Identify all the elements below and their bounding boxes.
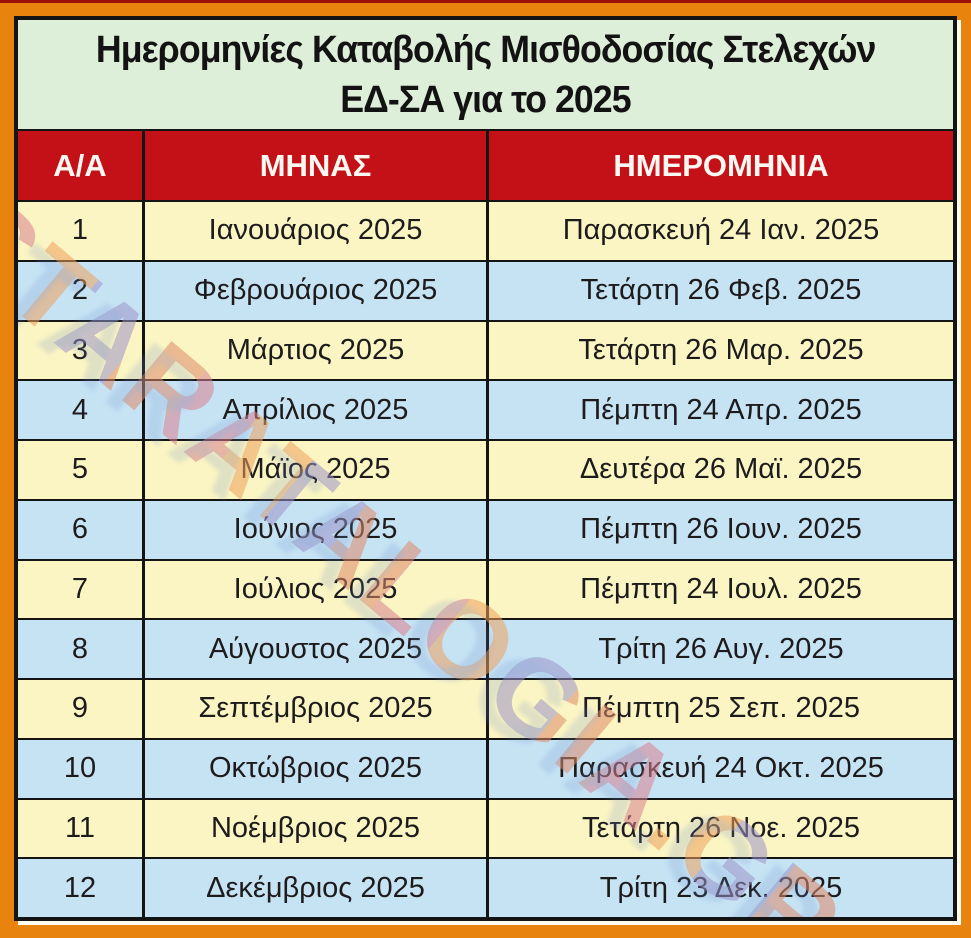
table-row: 2 Φεβρουάριος 2025 Τετάρτη 26 Φεβ. 2025 xyxy=(18,259,953,320)
row-number-cell: 5 xyxy=(71,453,89,486)
header-cell-month: ΜΗΝΑΣ xyxy=(142,131,486,200)
month-cell: Σεπτέμβριος 2025 xyxy=(142,680,486,738)
title-line-2: ΕΔ-ΣΑ για το 2025 xyxy=(340,78,631,121)
table-row: 10 Οκτώβριος 2025 Παρασκευή 24 Οκτ. 2025 xyxy=(18,737,953,798)
date-cell: Δευτέρα 26 Μαϊ. 2025 xyxy=(486,441,953,499)
month-cell: Ιούνιος 2025 xyxy=(142,500,486,559)
date-cell: Τετάρτη 26 Μαρ. 2025 xyxy=(486,321,953,380)
month-cell: Μάρτιος 2025 xyxy=(142,321,486,380)
row-number-cell: 9 xyxy=(71,692,89,725)
table-header-row: Α/Α ΜΗΝΑΣ ΗΜΕΡΟΜΗΝΙΑ xyxy=(18,131,953,200)
date-cell: Πέμπτη 24 Απρ. 2025 xyxy=(486,381,953,439)
date-cell: Τρίτη 26 Αυγ. 2025 xyxy=(486,620,953,678)
row-number-cell: 3 xyxy=(71,333,89,366)
month-cell: Ιανουάριος 2025 xyxy=(142,202,486,260)
table-row: 4 Απρίλιος 2025 Πέμπτη 24 Απρ. 2025 xyxy=(18,379,953,439)
date-cell: Παρασκευή 24 Ιαν. 2025 xyxy=(486,202,953,260)
table-row: 11 Νοέμβριος 2025 Τετάρτη 26 Νοε. 2025 xyxy=(18,797,953,858)
row-number-cell: 10 xyxy=(63,752,97,785)
date-cell: Πέμπτη 24 Ιουλ. 2025 xyxy=(486,560,953,619)
top-edge-strip xyxy=(0,0,971,3)
table-row: 6 Ιούνιος 2025 Πέμπτη 26 Ιουν. 2025 xyxy=(18,498,953,559)
date-cell: Πέμπτη 25 Σεπ. 2025 xyxy=(486,680,953,738)
row-number-cell: 7 xyxy=(71,572,89,605)
table-row: 3 Μάρτιος 2025 Τετάρτη 26 Μαρ. 2025 xyxy=(18,319,953,380)
table-row: 1 Ιανουάριος 2025 Παρασκευή 24 Ιαν. 2025 xyxy=(18,200,953,260)
table-row: 5 Μάϊος 2025 Δευτέρα 26 Μαϊ. 2025 xyxy=(18,439,953,499)
header-cell-date: ΗΜΕΡΟΜΗΝΙΑ xyxy=(486,131,953,200)
date-cell: Πέμπτη 26 Ιουν. 2025 xyxy=(486,500,953,559)
month-cell: Αύγουστος 2025 xyxy=(142,620,486,678)
date-cell: Παρασκευή 24 Οκτ. 2025 xyxy=(486,739,953,798)
table-row: 8 Αύγουστος 2025 Τρίτη 26 Αυγ. 2025 xyxy=(18,618,953,678)
row-number-cell: 8 xyxy=(71,632,89,665)
month-cell: Δεκέμβριος 2025 xyxy=(142,859,486,917)
row-number-cell: 6 xyxy=(71,513,89,546)
date-cell: Τρίτη 23 Δεκ. 2025 xyxy=(486,859,953,917)
table-title: Ημερομηνίες Καταβολής Μισθοδοσίας Στελεχ… xyxy=(18,20,953,131)
table-row: 9 Σεπτέμβριος 2025 Πέμπτη 25 Σεπ. 2025 xyxy=(18,678,953,738)
row-number-cell: 4 xyxy=(71,393,89,426)
month-cell: Ιούλιος 2025 xyxy=(142,560,486,619)
table-row: 7 Ιούλιος 2025 Πέμπτη 24 Ιουλ. 2025 xyxy=(18,558,953,619)
month-cell: Φεβρουάριος 2025 xyxy=(142,261,486,320)
row-number-cell: 11 xyxy=(64,811,96,844)
month-cell: Οκτώβριος 2025 xyxy=(142,739,486,798)
header-cell-index: Α/Α xyxy=(53,147,107,183)
date-cell: Τετάρτη 26 Φεβ. 2025 xyxy=(486,261,953,320)
date-cell: Τετάρτη 26 Νοε. 2025 xyxy=(486,799,953,858)
payroll-dates-table: Ημερομηνίες Καταβολής Μισθοδοσίας Στελεχ… xyxy=(14,16,957,921)
table-row: 12 Δεκέμβριος 2025 Τρίτη 23 Δεκ. 2025 xyxy=(18,857,953,917)
row-number-cell: 1 xyxy=(71,214,89,247)
month-cell: Μάϊος 2025 xyxy=(142,441,486,499)
row-number-cell: 12 xyxy=(63,871,97,904)
month-cell: Απρίλιος 2025 xyxy=(142,381,486,439)
month-cell: Νοέμβριος 2025 xyxy=(142,799,486,858)
title-line-1: Ημερομηνίες Καταβολής Μισθοδοσίας Στελεχ… xyxy=(95,28,876,71)
row-number-cell: 2 xyxy=(71,274,89,307)
